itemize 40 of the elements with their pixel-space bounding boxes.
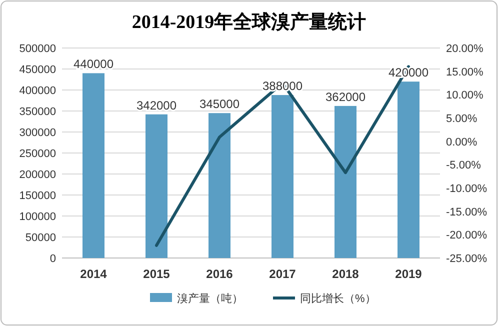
y2-tick-label: 20.00% [446, 43, 484, 55]
data-label: 345000 [199, 97, 240, 112]
bar [272, 95, 294, 258]
y-tick-label: 400000 [19, 85, 56, 97]
bar [334, 106, 356, 258]
x-tick-label: 2015 [143, 267, 170, 281]
bar [82, 73, 104, 258]
bar [398, 82, 420, 258]
y-tick-label: 500000 [19, 43, 56, 55]
data-label: 440000 [73, 57, 114, 72]
y2-tick-label: -25.00% [446, 253, 488, 265]
legend-label: 同比增长（%） [300, 292, 376, 305]
x-tick-label: 2014 [80, 267, 108, 281]
legend-label: 溴产量（吨） [177, 292, 243, 305]
y2-tick-label: 0.00% [446, 136, 478, 148]
data-label: 362000 [325, 90, 366, 104]
y2-tick-label: -5.00% [446, 160, 482, 172]
y-tick-label: 450000 [19, 64, 56, 76]
y2-tick-label: 10.00% [446, 90, 484, 102]
bar [146, 114, 168, 258]
y-tick-label: 300000 [19, 127, 56, 139]
y-tick-label: 350000 [19, 106, 56, 118]
y-tick-label: 250000 [19, 148, 56, 160]
x-tick-label: 2018 [332, 267, 360, 281]
y-tick-label: 200000 [19, 169, 56, 181]
y2-tick-label: 15.00% [446, 66, 484, 78]
y-tick-label: 150000 [19, 190, 56, 202]
chart-title: 2014-2019年全球溴产量统计 [132, 11, 366, 33]
x-tick-label: 2017 [269, 267, 296, 281]
y2-tick-label: -10.00% [446, 183, 488, 195]
x-tick-label: 2019 [395, 267, 422, 281]
data-label: 342000 [136, 98, 177, 112]
bar [208, 113, 230, 258]
y2-tick-label: -15.00% [446, 206, 488, 218]
y-tick-label: 0 [50, 253, 56, 265]
y2-tick-label: 5.00% [446, 113, 478, 125]
x-tick-label: 2016 [206, 267, 234, 281]
y-tick-label: 100000 [19, 211, 56, 223]
y2-tick-label: -20.00% [446, 230, 488, 242]
y-tick-label: 50000 [25, 232, 56, 244]
